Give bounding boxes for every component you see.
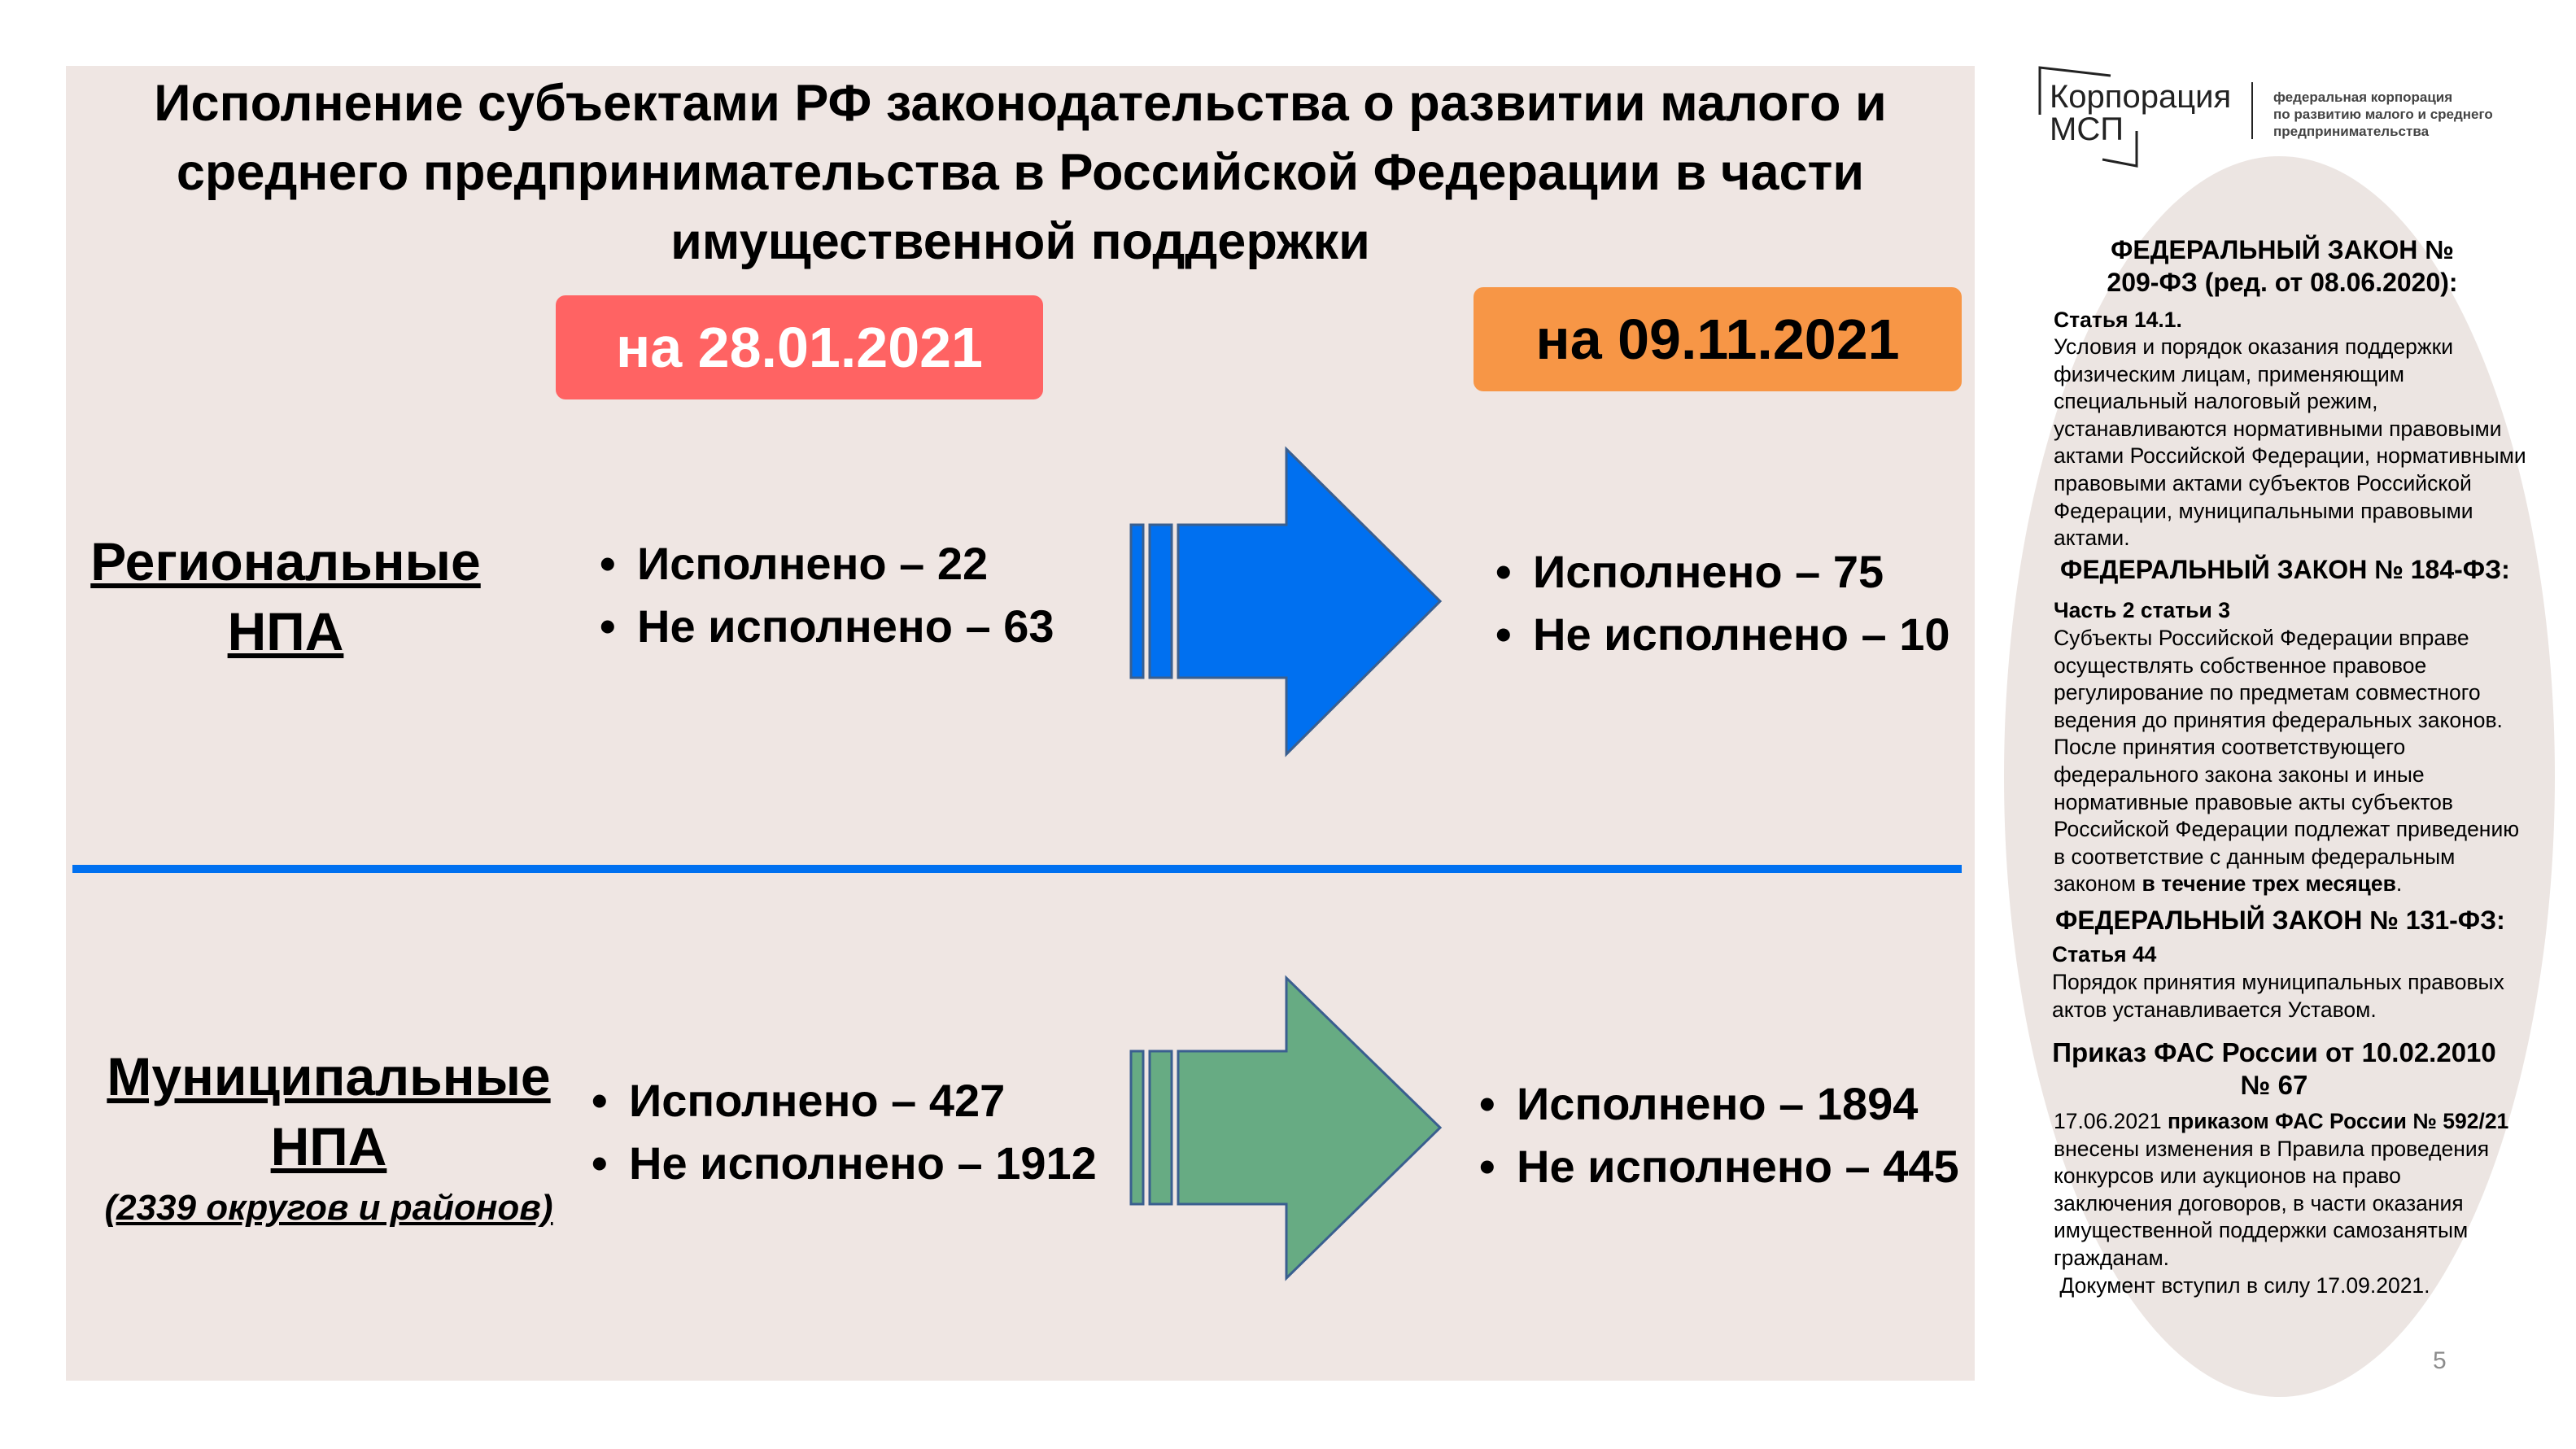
text-line: в соответствие с данным федеральным (2054, 844, 2456, 869)
arrow-right-icon (1129, 446, 1443, 757)
text-line: имущественной поддержки самозанятым (2054, 1218, 2469, 1243)
logo: Корпорация МСП федеральная корпорация по… (2037, 66, 2526, 172)
list-item: Не исполнено – 1912 (592, 1132, 1097, 1194)
logo-tagline-line: предпринимательства (2273, 124, 2430, 139)
logo-tagline-line: федеральная корпорация (2273, 89, 2453, 105)
municipal-label-line: Муниципальные (107, 1046, 551, 1106)
text-line: После принятия соответствующего (2054, 735, 2406, 760)
text-line: устанавливаются нормативными правовыми (2054, 416, 2502, 441)
text-line: актами. (2054, 526, 2130, 551)
text-line: Российской Федерации подлежат приведению (2054, 817, 2520, 842)
regional-label: Региональные НПА (41, 526, 530, 666)
text-line: заключения договоров, в части оказания (2054, 1190, 2464, 1216)
heading-line: 209-ФЗ (ред. от 08.06.2020): (2107, 268, 2458, 297)
text-line: нормативные правовые акты субъектов (2054, 789, 2453, 814)
text-span: . (2395, 871, 2403, 897)
text-line: внесены изменения в Правила проведения (2054, 1136, 2490, 1161)
text-span: 17.06.2021 (2054, 1109, 2168, 1133)
municipal-before-list: Исполнено – 427 Не исполнено – 1912 (592, 1069, 1097, 1194)
municipal-label: Муниципальные НПА (2339 округов и районо… (44, 1041, 613, 1235)
text-line: Федерации, муниципальными правовыми (2054, 498, 2473, 523)
text-line: актов устанавливается Уставом. (2052, 997, 2377, 1022)
page-number: 5 (2433, 1347, 2447, 1374)
heading-line: Приказ ФАС России от 10.02.2010 (2052, 1037, 2496, 1067)
law131-heading: ФЕДЕРАЛЬНЫЙ ЗАКОН № 131-ФЗ: (2055, 906, 2505, 935)
heading-line: ФЕДЕРАЛЬНЫЙ ЗАКОН № (2111, 235, 2454, 264)
title-line: среднего предпринимательства в Российско… (176, 144, 1865, 201)
title-line: имущественной поддержки (670, 213, 1370, 270)
text-line: гражданам. (2054, 1245, 2170, 1270)
arrow-right-icon (1129, 975, 1443, 1281)
text-line: правовыми актами субъектов Российской (2054, 470, 2472, 495)
logo-separator (2251, 82, 2253, 139)
logo-bracket-icon (2038, 66, 2138, 168)
list-item: Не исполнено – 445 (1479, 1135, 1959, 1198)
law184-body: Субъекты Российской Федерации вправе осу… (2054, 625, 2519, 898)
emphasis-text: в течение трех месяцев (2142, 871, 2396, 897)
section-divider (72, 865, 1962, 873)
text-line: регулирование по предметам совместного (2054, 680, 2481, 705)
text-line: осуществлять собственное правовое (2054, 652, 2427, 678)
regional-label-line: Региональные (90, 531, 481, 591)
law184-article: Часть 2 статьи 3 (2054, 598, 2230, 622)
text-span: законом (2054, 871, 2142, 897)
logo-tagline-line: по развитию малого и среднего (2273, 107, 2493, 122)
text-line: ведения до принятия федеральных законов. (2054, 707, 2503, 732)
text-line: Условия и порядок оказания поддержки (2054, 334, 2454, 359)
municipal-sublabel: (2339 округов и районов) (104, 1188, 553, 1228)
list-item: Исполнено – 1894 (1479, 1072, 1959, 1135)
list-item: Исполнено – 75 (1495, 540, 1949, 603)
emphasis-text: приказом ФАС России № 592/21 (2168, 1109, 2509, 1133)
list-item: Исполнено – 427 (592, 1069, 1097, 1132)
text-line: специальный налоговый режим, (2054, 389, 2378, 414)
text-line: Субъекты Российской Федерации вправе (2054, 626, 2469, 650)
municipal-label-line: НПА (270, 1116, 387, 1176)
law209-heading: ФЕДЕРАЛЬНЫЙ ЗАКОН № 209-ФЗ (ред. от 08.0… (2083, 233, 2482, 299)
fas-body: 17.06.2021 приказом ФАС России № 592/21 … (2054, 1108, 2508, 1299)
list-item: Исполнено – 22 (600, 532, 1054, 595)
text-line: Документ вступил в силу 17.09.2021. (2054, 1272, 2430, 1298)
text-line: 17.06.2021 приказом ФАС России № 592/21 (2054, 1108, 2508, 1136)
text-line: законом в течение трех месяцев. (2054, 871, 2519, 898)
legal-info-panel (2004, 156, 2555, 1397)
logo-name-line: МСП (2050, 111, 2124, 147)
text-line: Порядок принятия муниципальных правовых (2052, 970, 2504, 994)
law184-heading: ФЕДЕРАЛЬНЫЙ ЗАКОН № 184-ФЗ: (2060, 555, 2510, 584)
text-line: федерального закона законы и иные (2054, 762, 2425, 787)
regional-before-list: Исполнено – 22 Не исполнено – 63 (600, 532, 1054, 657)
date-badge-before: на 28.01.2021 (556, 295, 1043, 399)
law131-article: Статья 44 (2052, 942, 2157, 967)
regional-after-list: Исполнено – 75 Не исполнено – 10 (1495, 540, 1949, 666)
text-line: актами Российской Федерации, нормативным… (2054, 443, 2526, 469)
municipal-after-list: Исполнено – 1894 Не исполнено – 445 (1479, 1072, 1959, 1198)
date-badge-after: на 09.11.2021 (1474, 287, 1962, 391)
logo-name-line: Корпорация (2050, 79, 2232, 115)
law209-body: Условия и порядок оказания поддержки физ… (2054, 334, 2526, 552)
heading-line: № 67 (2240, 1070, 2308, 1100)
text-line: конкурсов или аукционов на право (2054, 1163, 2401, 1189)
logo-tagline: федеральная корпорация по развитию малог… (2273, 89, 2493, 140)
law131-body: Порядок принятия муниципальных правовых … (2052, 969, 2504, 1023)
logo-name: Корпорация МСП (2050, 81, 2231, 146)
text-line: физическим лицам, применяющим (2054, 361, 2404, 386)
fas-heading: Приказ ФАС России от 10.02.2010 № 67 (2042, 1037, 2506, 1102)
title-line: Исполнение субъектами РФ законодательств… (154, 75, 1887, 132)
list-item: Не исполнено – 63 (600, 595, 1054, 657)
regional-label-line: НПА (227, 601, 344, 661)
list-item: Не исполнено – 10 (1495, 603, 1949, 666)
law209-article: Статья 14.1. (2054, 308, 2182, 332)
